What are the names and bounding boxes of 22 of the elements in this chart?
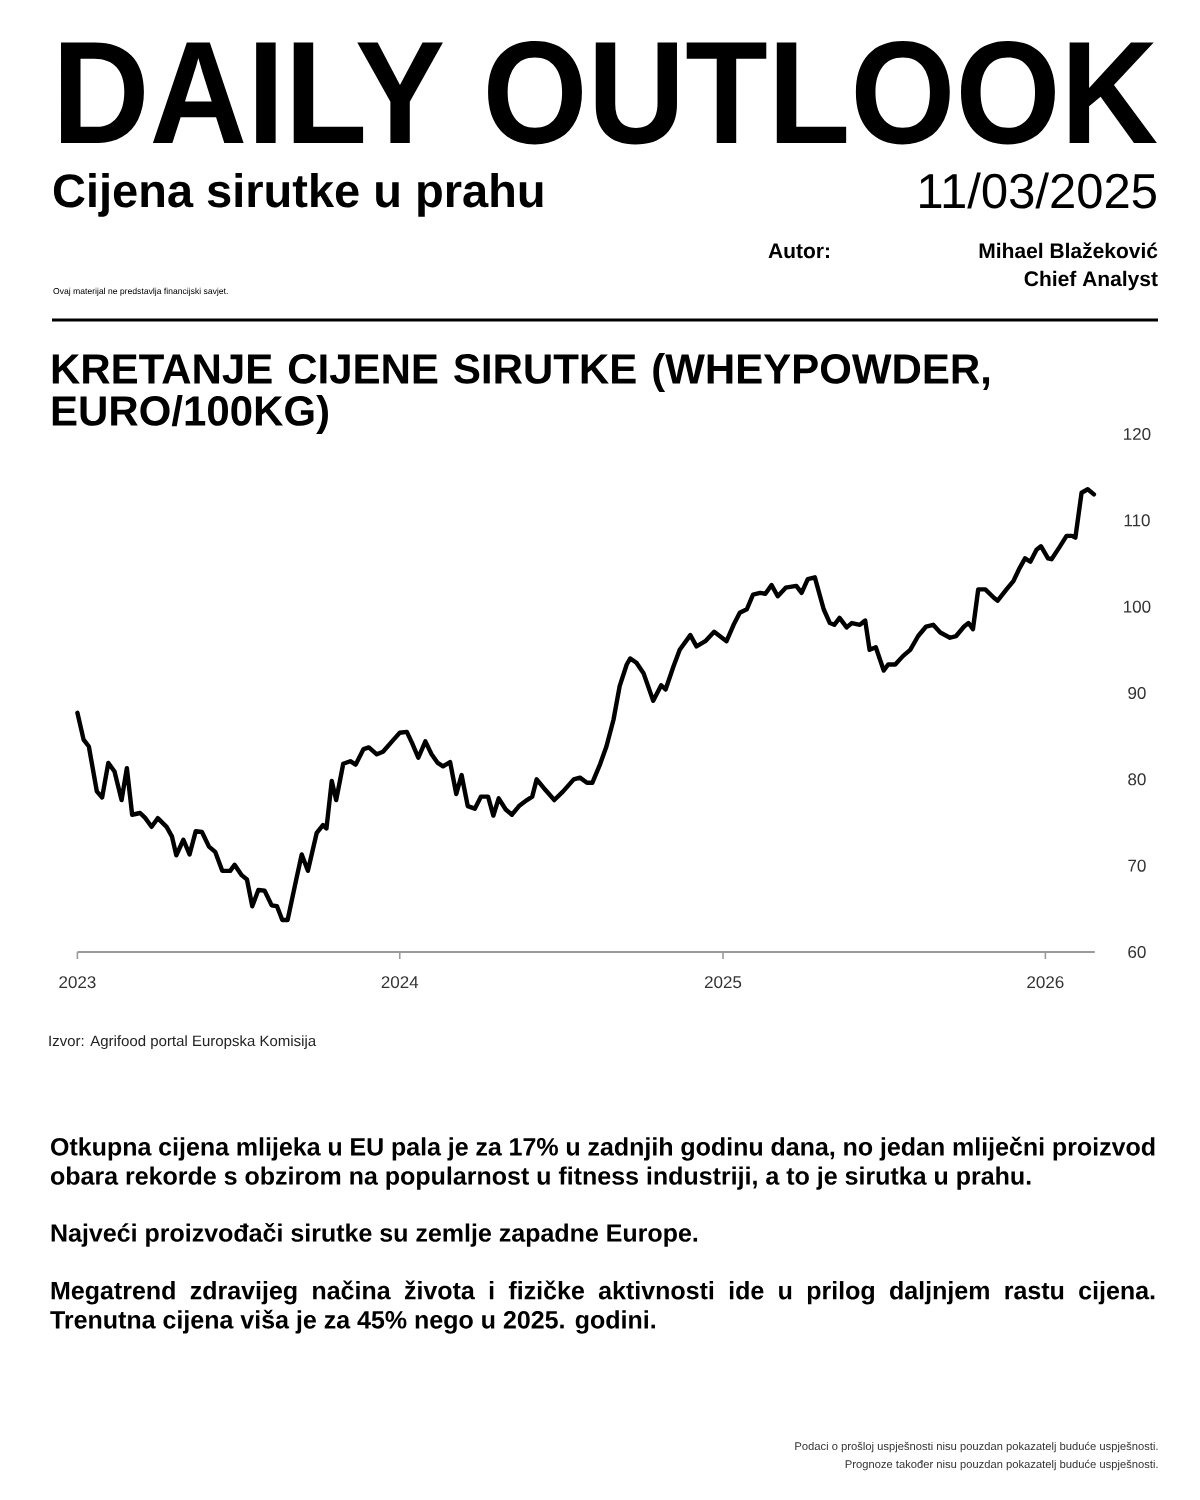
y-tick-label: 100 xyxy=(1124,600,1151,613)
text: Otkupna cijena mlijeka u EU pala je za 17% u zadnjih godinu dana, no jedan mliječni proizvod obara rekorde s obzirom na popularnost u fitness industriji, a to je sirutka u prahu. xyxy=(50,1136,1155,1190)
x-tick-label: 2024 xyxy=(381,976,419,989)
y-tick-label: 80 xyxy=(1128,773,1146,786)
text: Megatrend zdravijeg načina života i fizičke aktivnosti ide u prilog daljnjem rastu cijena. Trenutna cijena viša je za 45% nego u 2025. godini. xyxy=(50,1280,1155,1334)
text: Mihael Blažeković xyxy=(979,242,1158,259)
x-tick-label: 2023 xyxy=(59,976,96,989)
y-tick-label: 90 xyxy=(1128,686,1146,700)
y-tick-label: 60 xyxy=(1128,945,1146,958)
x-tick-label: 2026 xyxy=(1027,976,1064,989)
text: Najveći proizvođači sirutke su zemlje zapadne Europe. xyxy=(51,1222,698,1247)
line-series xyxy=(75,487,1097,923)
y-tick-label: 70 xyxy=(1128,859,1146,872)
y-tick-label: 120 xyxy=(1124,428,1151,441)
text: 11/03/2025 xyxy=(920,172,1156,209)
chart-title: KRETANJE CIJENE SIRUTKE (WHEYPOWDER, EURO/100KG) xyxy=(52,352,990,435)
text: Cijena sirutke u prahu xyxy=(53,172,543,217)
text: DAILY OUTLOOK xyxy=(61,40,1157,145)
text: Autor: xyxy=(768,243,829,259)
x-tick-label: 2025 xyxy=(704,976,742,989)
text: Chief Analyst xyxy=(1024,270,1158,291)
y-tick-label: 110 xyxy=(1124,514,1150,527)
